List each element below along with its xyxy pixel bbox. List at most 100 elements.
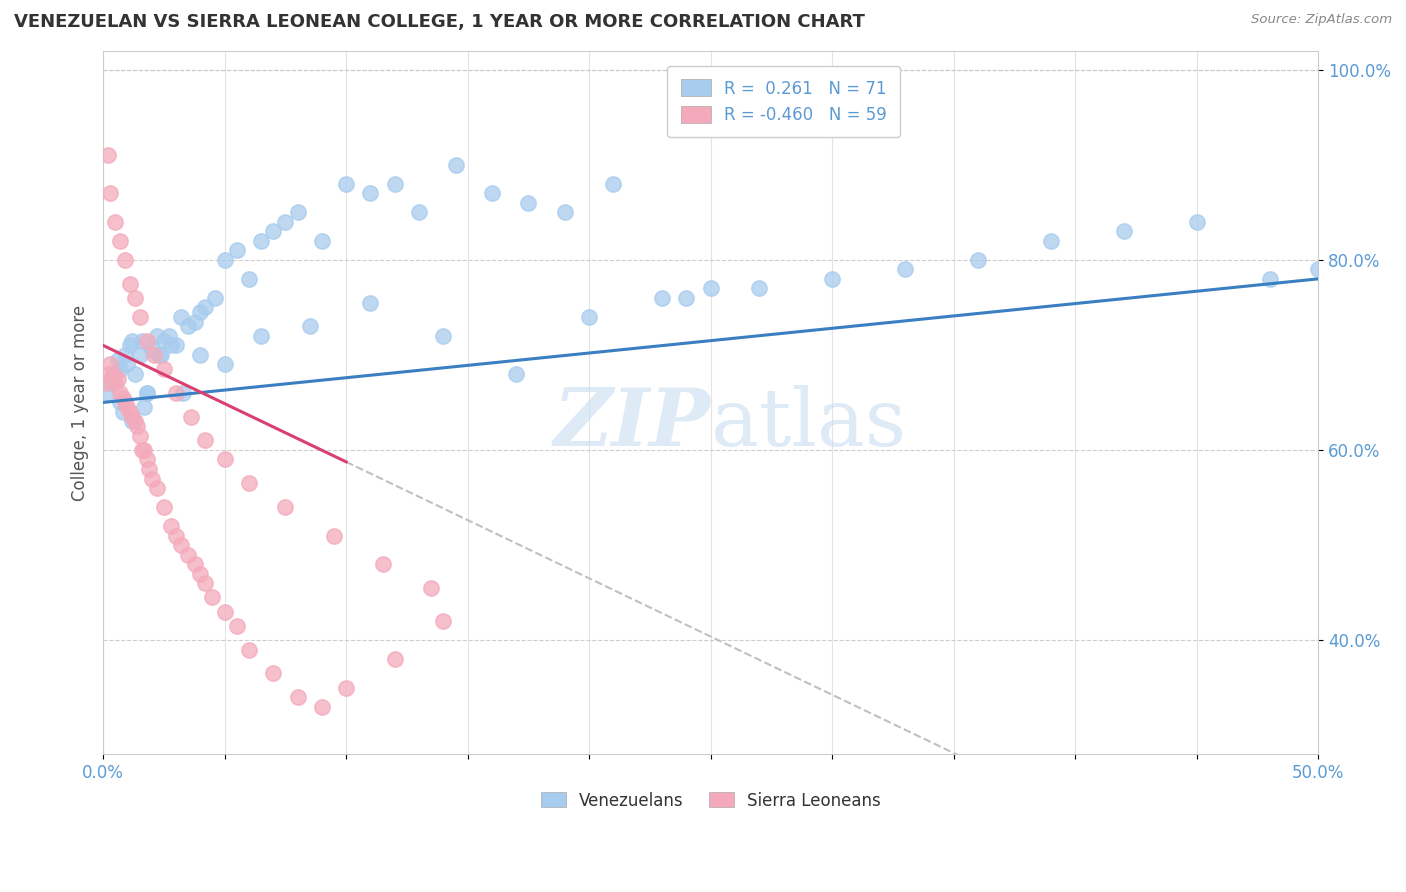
Point bbox=[108, 362, 131, 376]
Point bbox=[335, 681, 357, 695]
Point bbox=[180, 409, 202, 424]
Point bbox=[148, 348, 170, 362]
Point bbox=[160, 338, 183, 352]
Point bbox=[165, 528, 187, 542]
Point bbox=[287, 690, 309, 705]
Point bbox=[188, 348, 211, 362]
Point bbox=[238, 476, 260, 491]
Y-axis label: College, 1 year or more: College, 1 year or more bbox=[72, 304, 89, 500]
Point bbox=[675, 291, 697, 305]
Point bbox=[138, 462, 160, 476]
Point bbox=[128, 310, 150, 324]
Point bbox=[121, 334, 143, 348]
Text: ZIP: ZIP bbox=[554, 384, 710, 462]
Point bbox=[505, 367, 527, 381]
Point bbox=[238, 272, 260, 286]
Point bbox=[1258, 272, 1281, 286]
Point bbox=[172, 386, 194, 401]
Point bbox=[111, 391, 134, 405]
Point bbox=[165, 386, 187, 401]
Point bbox=[250, 329, 273, 343]
Point bbox=[188, 305, 211, 319]
Point bbox=[118, 405, 141, 419]
Point bbox=[170, 538, 193, 552]
Point bbox=[124, 367, 146, 381]
Point bbox=[160, 519, 183, 533]
Point bbox=[108, 395, 131, 409]
Point bbox=[602, 177, 624, 191]
Point bbox=[201, 591, 224, 605]
Point bbox=[1039, 234, 1062, 248]
Point bbox=[124, 414, 146, 428]
Point bbox=[107, 352, 129, 367]
Point bbox=[135, 386, 157, 401]
Point bbox=[141, 471, 163, 485]
Point bbox=[214, 252, 236, 267]
Point bbox=[432, 614, 454, 628]
Point bbox=[384, 652, 406, 666]
Point bbox=[177, 548, 200, 562]
Point bbox=[157, 329, 180, 343]
Point bbox=[578, 310, 600, 324]
Point bbox=[408, 205, 430, 219]
Point bbox=[108, 386, 131, 401]
Point bbox=[143, 348, 166, 362]
Point bbox=[97, 367, 120, 381]
Point bbox=[107, 372, 129, 386]
Point bbox=[274, 215, 297, 229]
Point bbox=[135, 334, 157, 348]
Point bbox=[114, 348, 136, 362]
Point bbox=[104, 376, 127, 391]
Point bbox=[420, 581, 443, 595]
Point bbox=[194, 576, 217, 591]
Point bbox=[131, 442, 153, 457]
Point bbox=[100, 376, 122, 391]
Point bbox=[651, 291, 673, 305]
Point bbox=[214, 358, 236, 372]
Point bbox=[118, 338, 141, 352]
Point bbox=[311, 234, 333, 248]
Point bbox=[165, 338, 187, 352]
Point bbox=[184, 315, 207, 329]
Point bbox=[311, 699, 333, 714]
Point bbox=[94, 376, 117, 391]
Point bbox=[184, 557, 207, 571]
Point bbox=[298, 319, 321, 334]
Point bbox=[114, 395, 136, 409]
Point bbox=[188, 566, 211, 581]
Point bbox=[108, 234, 131, 248]
Point bbox=[131, 334, 153, 348]
Point bbox=[114, 252, 136, 267]
Point bbox=[101, 372, 124, 386]
Point bbox=[128, 348, 150, 362]
Point bbox=[335, 177, 357, 191]
Point bbox=[554, 205, 576, 219]
Point bbox=[117, 401, 139, 415]
Point bbox=[517, 195, 540, 210]
Point bbox=[121, 409, 143, 424]
Point bbox=[135, 452, 157, 467]
Point bbox=[262, 224, 284, 238]
Point bbox=[104, 367, 127, 381]
Point bbox=[100, 186, 122, 201]
Point bbox=[238, 642, 260, 657]
Point bbox=[127, 419, 149, 434]
Point bbox=[323, 528, 346, 542]
Point bbox=[384, 177, 406, 191]
Point bbox=[153, 500, 176, 514]
Point bbox=[145, 481, 167, 495]
Point bbox=[170, 310, 193, 324]
Point bbox=[118, 277, 141, 291]
Point bbox=[97, 386, 120, 401]
Point bbox=[967, 252, 990, 267]
Point bbox=[141, 343, 163, 358]
Point bbox=[97, 148, 120, 162]
Point bbox=[432, 329, 454, 343]
Legend: Venezuelans, Sierra Leoneans: Venezuelans, Sierra Leoneans bbox=[534, 785, 887, 816]
Point bbox=[124, 291, 146, 305]
Text: Source: ZipAtlas.com: Source: ZipAtlas.com bbox=[1251, 13, 1392, 27]
Point bbox=[194, 301, 217, 315]
Point bbox=[145, 329, 167, 343]
Point bbox=[359, 295, 381, 310]
Point bbox=[117, 358, 139, 372]
